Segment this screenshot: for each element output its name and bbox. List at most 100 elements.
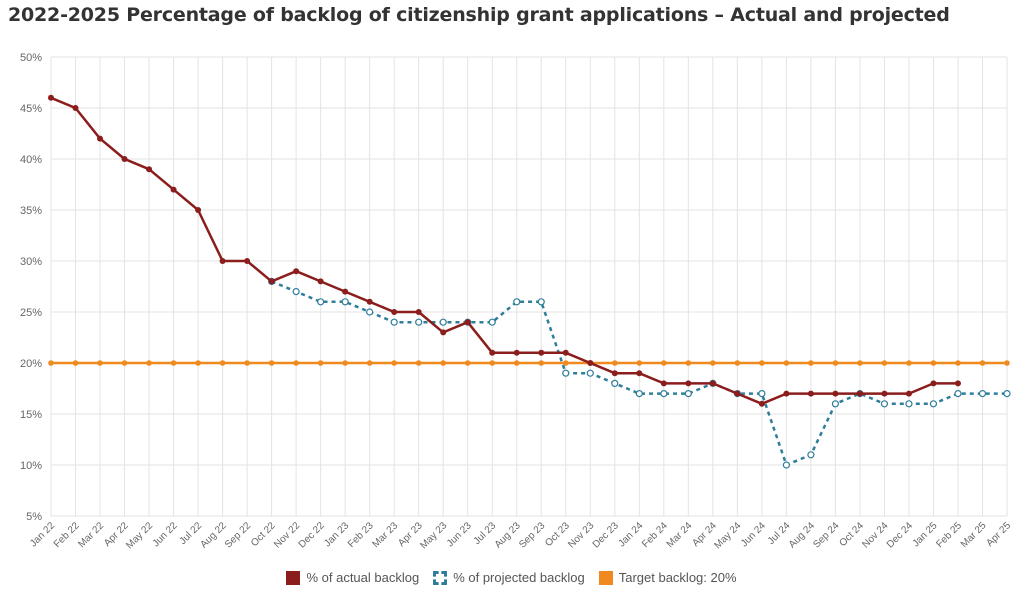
data-point-target xyxy=(97,360,103,366)
chart-title: 2022-2025 Percentage of backlog of citiz… xyxy=(8,4,950,26)
data-point-actual xyxy=(709,380,716,387)
data-point-target xyxy=(72,360,79,366)
data-point-target xyxy=(930,360,937,366)
legend-item-target[interactable]: Target backlog: 20% xyxy=(598,570,737,585)
data-point-actual xyxy=(366,298,373,305)
x-tick-label: Nov 22 xyxy=(272,520,302,550)
data-point-actual xyxy=(930,380,937,387)
legend-item-actual[interactable]: % of actual backlog xyxy=(286,570,419,585)
legend-label-target: Target backlog: 20% xyxy=(618,570,737,585)
x-tick-label: May 22 xyxy=(124,520,155,551)
data-point-projected xyxy=(537,298,545,306)
legend-swatch-actual xyxy=(286,570,301,585)
line-chart: 5% 10% 15% 20% 25% 30% 35% 40% 45% 50% Jan 22Feb … xyxy=(20,52,1013,551)
data-point-target xyxy=(734,360,741,366)
data-point-target xyxy=(268,360,275,366)
y-axis-tick-labels: 5% 10% 15% 20% 25% 30% 35% 40% 45% 50% xyxy=(20,52,42,523)
data-point-projected xyxy=(488,318,496,326)
data-point-target xyxy=(293,360,299,366)
data-point-actual xyxy=(660,380,667,387)
data-point-actual xyxy=(489,349,496,356)
data-point-target xyxy=(857,360,863,366)
data-point-actual xyxy=(391,309,398,315)
data-point-target xyxy=(783,360,790,366)
data-point-projected xyxy=(317,298,325,306)
data-point-projected xyxy=(831,400,840,408)
data-point-target xyxy=(342,360,348,366)
legend-swatch-projected xyxy=(433,570,448,585)
data-point-projected xyxy=(513,298,521,306)
x-tick-label: Feb 22 xyxy=(52,520,82,550)
data-point-actual xyxy=(734,390,741,397)
data-point-actual xyxy=(611,370,618,377)
x-tick-label: Sep 24 xyxy=(811,520,841,550)
x-tick-label: Apr 25 xyxy=(985,520,1014,549)
x-tick-label: Jan 25 xyxy=(911,520,940,549)
y-tick-label: 40% xyxy=(20,154,42,166)
data-point-projected xyxy=(439,318,447,326)
data-point-actual xyxy=(317,278,324,285)
data-point-target xyxy=(1004,360,1010,366)
data-point-target xyxy=(146,360,152,366)
data-point-target xyxy=(195,360,201,366)
x-tick-label: Nov 23 xyxy=(566,520,596,550)
data-point-actual xyxy=(195,207,202,213)
y-tick-label: 25% xyxy=(20,307,42,319)
legend-item-projected[interactable]: % of projected backlog xyxy=(433,570,585,585)
data-point-target xyxy=(440,360,447,366)
chart-legend: % of actual backlog % of projected backl… xyxy=(0,570,1023,585)
data-point-actual xyxy=(268,278,275,285)
data-point-target xyxy=(832,360,839,366)
data-point-projected xyxy=(978,390,987,398)
data-point-projected xyxy=(562,369,570,377)
data-point-actual xyxy=(219,258,226,264)
x-tick-label: Jun 24 xyxy=(739,520,768,549)
data-point-actual xyxy=(72,105,79,111)
data-point-projected xyxy=(954,390,962,398)
data-point-actual xyxy=(807,390,814,397)
data-point-projected xyxy=(758,390,766,398)
data-point-target xyxy=(391,360,397,366)
data-point-target xyxy=(244,360,250,366)
data-point-projected xyxy=(880,400,889,408)
data-point-projected xyxy=(586,369,594,377)
data-point-actual xyxy=(415,309,422,315)
data-point-actual xyxy=(562,349,569,356)
x-tick-label: Jun 22 xyxy=(151,520,180,549)
data-point-target xyxy=(636,360,643,366)
data-point-projected xyxy=(292,288,300,296)
x-tick-label: Mar 23 xyxy=(371,520,401,550)
data-point-target xyxy=(562,360,569,366)
y-tick-label: 45% xyxy=(20,103,42,115)
data-point-target xyxy=(415,360,422,366)
y-tick-label: 5% xyxy=(26,511,42,523)
x-tick-label: Jun 23 xyxy=(445,520,474,549)
data-point-projected xyxy=(807,451,815,459)
data-point-projected xyxy=(611,379,619,387)
data-point-target xyxy=(513,360,520,366)
data-point-actual xyxy=(293,268,300,275)
y-tick-label: 20% xyxy=(20,358,42,370)
data-point-actual xyxy=(146,166,153,173)
data-point-target xyxy=(881,360,888,366)
x-tick-label: Mar 22 xyxy=(76,520,106,550)
data-point-target xyxy=(906,360,912,366)
data-point-actual xyxy=(905,390,912,397)
x-tick-label: Sep 23 xyxy=(517,520,547,550)
data-point-projected xyxy=(660,390,668,398)
x-tick-label: Aug 23 xyxy=(493,520,523,550)
data-point-actual xyxy=(244,258,251,264)
data-point-actual xyxy=(636,370,643,377)
data-point-target xyxy=(538,360,545,366)
data-point-projected xyxy=(1003,390,1011,398)
data-point-actual xyxy=(783,390,790,397)
data-point-actual xyxy=(342,288,349,295)
data-point-actual xyxy=(464,319,471,326)
x-tick-label: Aug 22 xyxy=(199,520,229,550)
data-point-actual xyxy=(170,186,177,193)
data-point-actual xyxy=(856,390,863,397)
data-point-projected xyxy=(782,461,790,469)
data-point-projected xyxy=(390,318,398,326)
grid-lines xyxy=(50,56,1008,517)
